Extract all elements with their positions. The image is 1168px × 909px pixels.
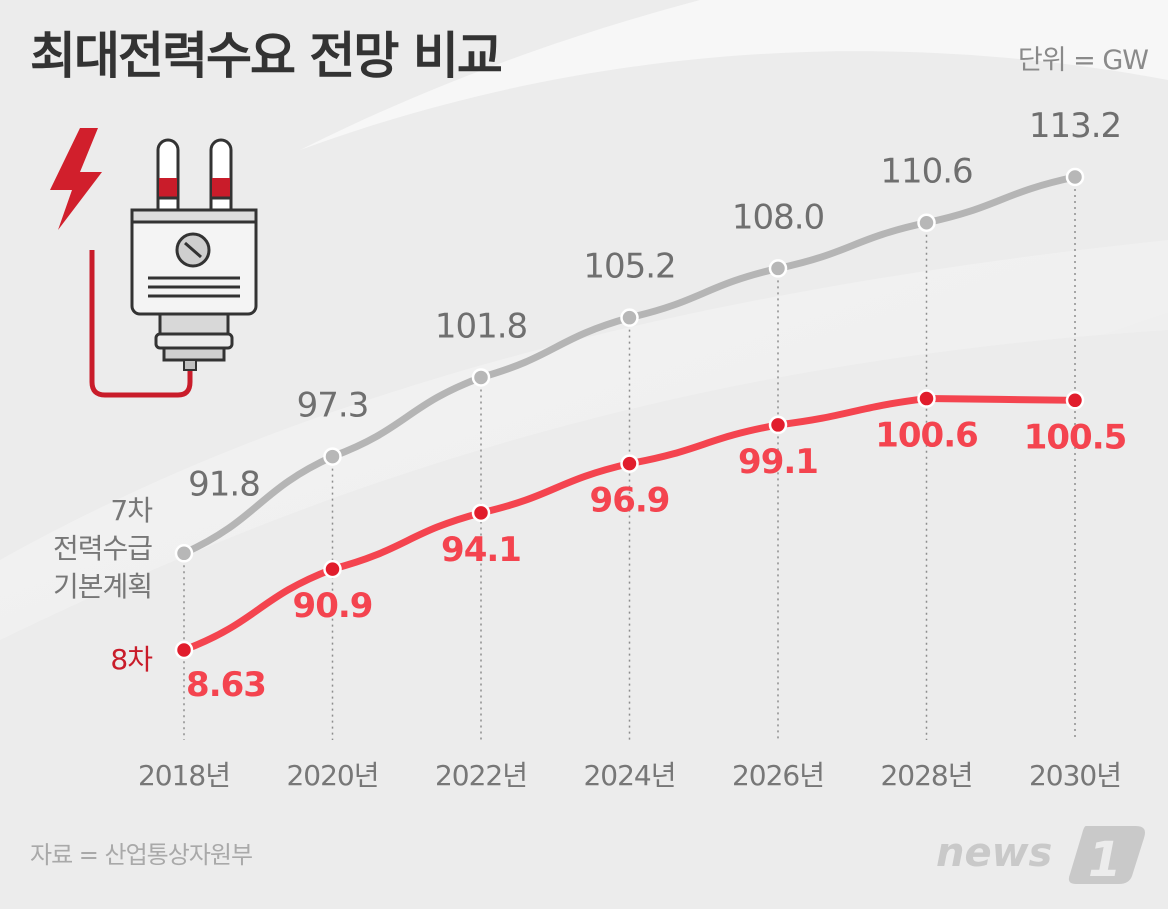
data-label-plan8: 8.63 xyxy=(186,665,266,705)
data-label-plan8: 100.6 xyxy=(875,416,978,456)
data-point-plan8 xyxy=(471,503,491,523)
data-label-plan7: 108.0 xyxy=(732,197,824,237)
data-point-plan8 xyxy=(323,559,342,579)
data-label-plan7: 105.2 xyxy=(583,247,675,287)
data-label-plan7: 97.3 xyxy=(297,386,369,426)
news1-logo: news 1 xyxy=(936,826,1145,888)
legend-7th-plan: 7차 전력수급 기본계획 xyxy=(0,492,153,606)
data-point-plan7 xyxy=(768,259,788,278)
source-label: 자료 = 산업통상자원부 xyxy=(30,841,253,869)
x-tick-label: 2018년 xyxy=(138,759,230,792)
x-tick-label: 2020년 xyxy=(286,759,378,792)
data-point-plan8 xyxy=(917,389,936,408)
lightning-icon xyxy=(50,128,102,230)
data-point-plan8 xyxy=(1065,391,1085,410)
svg-text:news: news xyxy=(936,830,1052,876)
plug-icon xyxy=(50,128,258,398)
data-label-plan8: 100.5 xyxy=(1024,417,1127,457)
x-tick-label: 2022년 xyxy=(435,759,527,792)
x-tick-label: 2030년 xyxy=(1029,759,1121,792)
data-point-plan7 xyxy=(471,368,491,387)
data-label-plan8: 90.9 xyxy=(293,586,373,626)
data-point-plan7 xyxy=(620,308,639,327)
data-point-plan7 xyxy=(1065,167,1085,187)
data-point-plan8 xyxy=(620,454,639,473)
data-label-plan8: 96.9 xyxy=(590,481,670,521)
data-label-plan8: 94.1 xyxy=(441,530,521,570)
data-point-plan7 xyxy=(917,213,936,232)
data-label-plan7: 101.8 xyxy=(435,306,527,346)
data-point-plan7 xyxy=(174,544,194,563)
data-label-plan8: 99.1 xyxy=(738,442,818,482)
legend-7th-line1: 7차 xyxy=(110,494,153,527)
data-label-plan7: 113.2 xyxy=(1029,106,1121,146)
data-point-plan8 xyxy=(174,640,194,660)
data-point-plan7 xyxy=(323,447,342,466)
x-tick-label: 2026년 xyxy=(732,759,824,792)
x-tick-label: 2028년 xyxy=(880,759,972,792)
legend-7th-line3: 기본계획 xyxy=(52,570,153,603)
legend-8th-plan: 8차 xyxy=(110,643,153,676)
page-title: 최대전력수요 전망 비교 xyxy=(30,27,503,85)
svg-text:1: 1 xyxy=(1088,832,1121,888)
unit-label: 단위 = GW xyxy=(1017,45,1149,76)
legend-7th-line2: 전력수급 xyxy=(52,532,153,565)
x-tick-label: 2024년 xyxy=(583,759,675,792)
data-label-plan7: 110.6 xyxy=(880,152,972,192)
data-point-plan8 xyxy=(768,415,788,435)
data-label-plan7: 91.8 xyxy=(188,464,260,504)
